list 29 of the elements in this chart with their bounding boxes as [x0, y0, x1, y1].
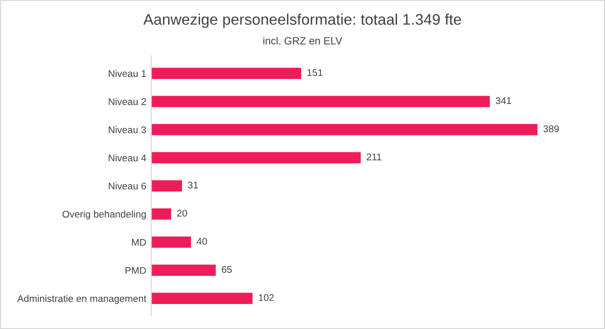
bar — [151, 96, 490, 108]
y-tick-label: Niveau 4 — [108, 154, 146, 162]
chart-subtitle: incl. GRZ en ELV — [263, 36, 342, 45]
bar — [151, 292, 253, 304]
data-label: 151 — [307, 69, 322, 76]
y-tick-label: PMD — [126, 267, 146, 274]
data-label: 20 — [177, 210, 188, 217]
y-tick-label: MD — [132, 238, 146, 246]
data-label: 341 — [496, 97, 512, 104]
data-label: 389 — [543, 125, 559, 132]
bar — [151, 68, 302, 79]
y-tick-label: Niveau 1 — [108, 70, 146, 77]
chart-title: Aanwezige personeelsformatie: totaal 1.349 fte — [143, 14, 462, 28]
y-tick-label: Niveau 2 — [108, 98, 146, 106]
data-label: 40 — [196, 238, 207, 245]
data-label: 31 — [188, 182, 198, 188]
bar — [151, 124, 538, 136]
bar — [151, 236, 191, 248]
y-tick-label: Administratie en management — [17, 294, 146, 304]
bar — [151, 152, 361, 164]
data-label: 211 — [366, 153, 382, 160]
y-tick-label: Niveau 6 — [108, 182, 146, 190]
bar — [151, 180, 182, 192]
y-tick-label: Overig behandeling — [62, 210, 146, 220]
bar — [151, 208, 172, 220]
y-tick-label: Niveau 3 — [108, 126, 146, 134]
data-label: 65 — [222, 266, 232, 273]
data-label: 102 — [258, 294, 274, 302]
bar — [151, 264, 216, 276]
